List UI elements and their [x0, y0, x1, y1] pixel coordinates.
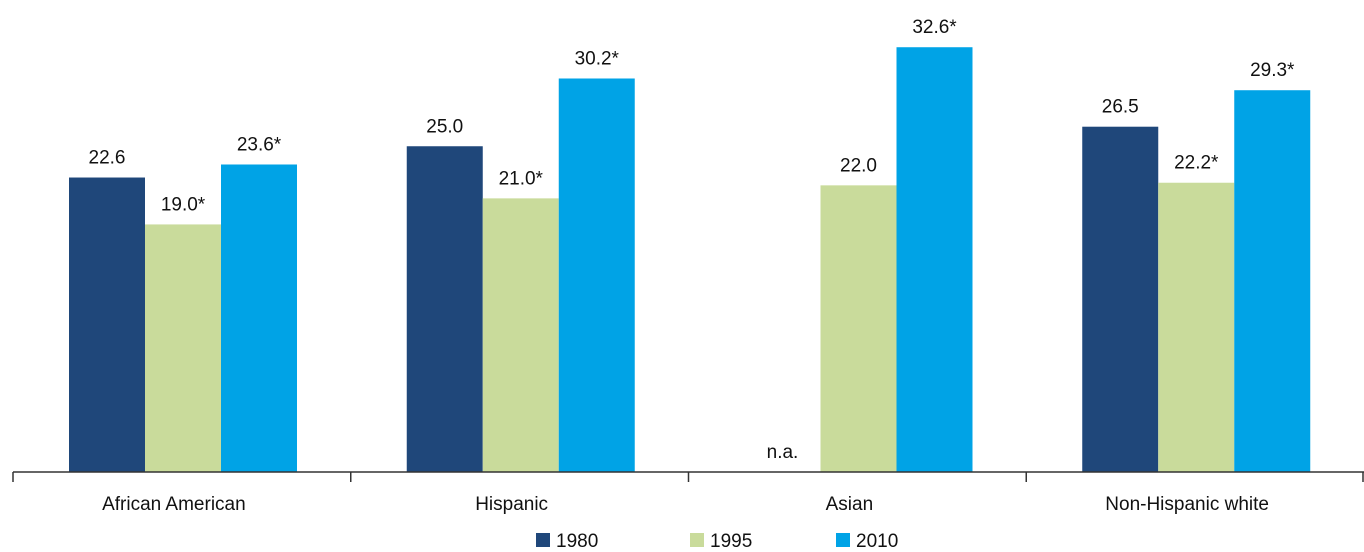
data-label-1980-hispanic: 25.0 — [426, 116, 463, 137]
bar-2010-asian — [896, 47, 973, 473]
bar-1995-hispanic — [482, 198, 559, 472]
bar-2010-hispanic — [558, 78, 635, 472]
data-label-1995-asian: 22.0 — [840, 155, 877, 176]
bar-1980-african-american — [69, 177, 145, 472]
bar-1995-african-american — [145, 224, 221, 472]
bar-1995-non-hispanic-white — [1158, 182, 1235, 472]
data-label-1980-non-hispanic-white: 26.5 — [1102, 97, 1139, 118]
bar-2010-african-american — [221, 164, 297, 472]
legend: 1980 1995 2010 — [536, 531, 898, 552]
legend-swatch-1980 — [536, 533, 550, 547]
bar-2010-non-hispanic-white — [1234, 90, 1311, 472]
legend-swatch-1995 — [690, 533, 704, 547]
x-axis-ticks — [12, 472, 1364, 482]
x-axis-tick-labels: African American Hispanic Asian Non-Hispani… — [102, 494, 1269, 515]
data-label-1980-african-american: 22.6 — [89, 148, 126, 169]
category-label: Asian — [826, 494, 874, 515]
bar-1980-non-hispanic-white — [1082, 126, 1159, 472]
data-label-1995-non-hispanic-white: 22.2* — [1174, 153, 1219, 174]
data-label-1995-african-american: 19.0* — [161, 194, 206, 215]
bar-1980-hispanic — [406, 146, 483, 472]
category-label: Hispanic — [475, 494, 548, 515]
legend-swatch-2010 — [836, 533, 850, 547]
data-label-1980-asian: n.a. — [767, 442, 799, 463]
data-label-2010-hispanic: 30.2* — [575, 48, 620, 69]
x-axis: African American Hispanic Asian Non-Hispani… — [12, 471, 1364, 515]
bar-labels-layer: 22.6 19.0* 23.6* 25.0 21.0* 30.2* n.a. 22.0 32.6… — [89, 17, 1296, 463]
category-label: Non-Hispanic white — [1105, 494, 1269, 515]
data-label-2010-asian: 32.6* — [912, 17, 957, 38]
legend-label-1995: 1995 — [710, 531, 752, 552]
bar-1995-asian — [820, 185, 897, 472]
data-label-1995-hispanic: 21.0* — [499, 168, 544, 189]
legend-label-2010: 2010 — [856, 531, 898, 552]
category-label: African American — [102, 494, 246, 515]
legend-label-1980: 1980 — [556, 531, 598, 552]
data-label-2010-african-american: 23.6* — [237, 134, 282, 155]
data-label-2010-non-hispanic-white: 29.3* — [1250, 60, 1295, 81]
bars-layer — [69, 47, 1311, 473]
